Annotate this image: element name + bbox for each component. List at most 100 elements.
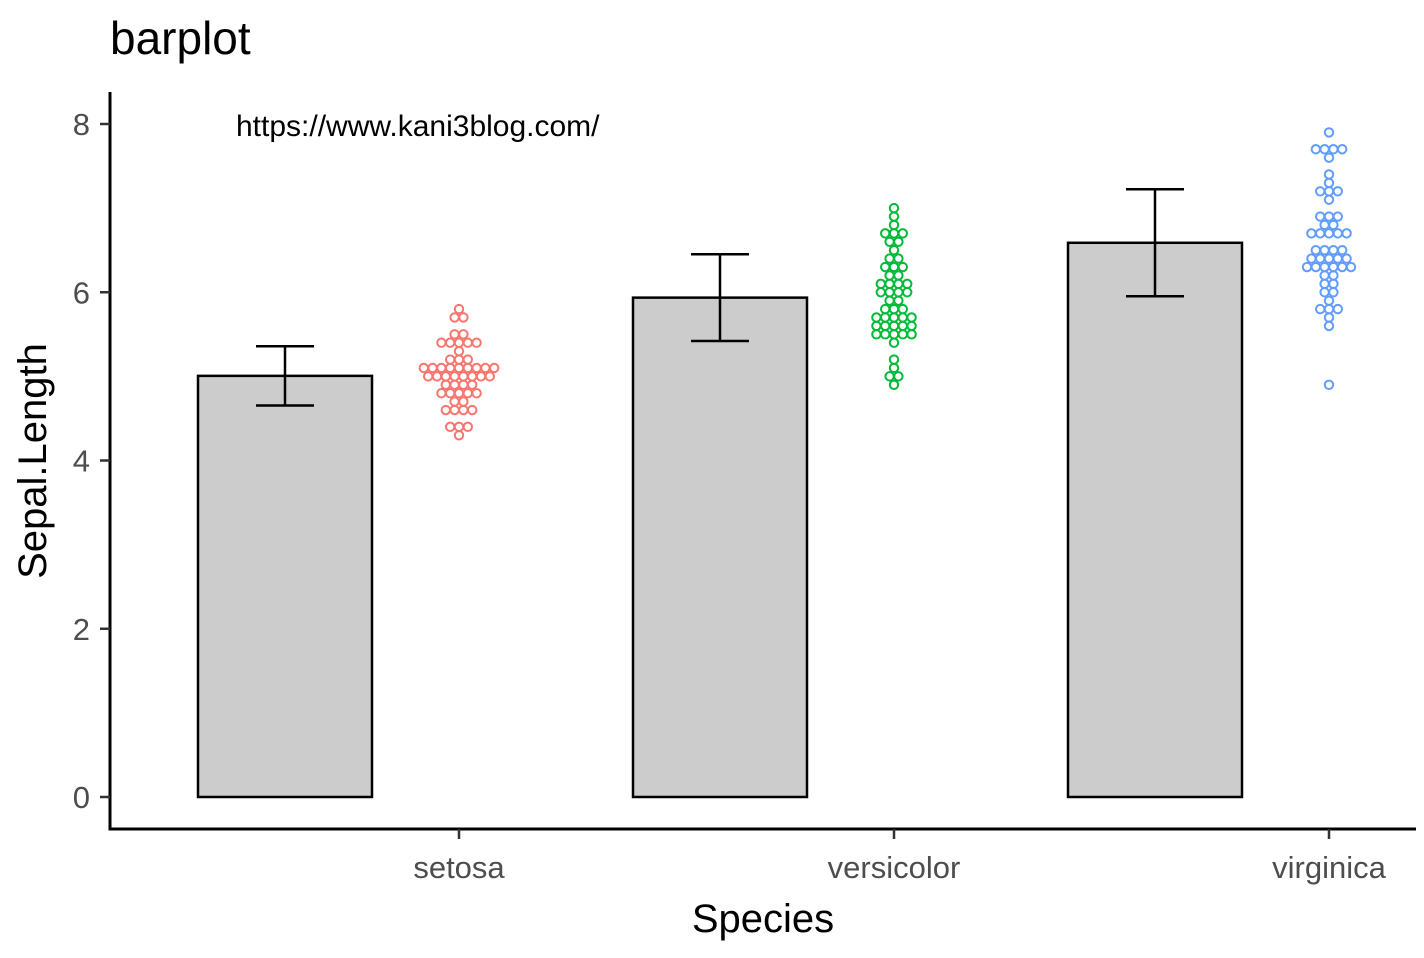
dot-versicolor	[906, 312, 917, 323]
dot-versicolor	[888, 354, 900, 365]
dot-versicolor	[902, 278, 913, 290]
dot-virginica	[1323, 169, 1335, 180]
dot-setosa	[449, 404, 460, 416]
bar-virginica	[1066, 241, 1244, 799]
dot-setosa	[436, 337, 447, 348]
dot-setosa	[458, 396, 469, 407]
dot-versicolor	[897, 320, 908, 332]
dot-virginica	[1337, 261, 1348, 273]
dot-setosa	[445, 354, 456, 365]
y-tick-label: 4	[73, 444, 90, 479]
dot-virginica	[1323, 152, 1335, 163]
dot-versicolor	[893, 295, 904, 306]
dot-versicolor	[897, 303, 908, 315]
dot-setosa	[449, 329, 460, 340]
dot-virginica	[1332, 253, 1344, 264]
dot-virginica	[1332, 228, 1344, 239]
dot-versicolor	[888, 244, 900, 256]
dot-setosa	[467, 404, 478, 416]
dot-setosa	[440, 404, 451, 416]
dot-setosa	[418, 362, 429, 374]
dot-setosa	[453, 354, 465, 365]
dot-versicolor	[888, 362, 900, 374]
dot-versicolor	[893, 278, 904, 290]
dot-versicolor	[897, 261, 908, 273]
x-tick-label: versicolor	[828, 850, 961, 885]
dot-versicolor	[893, 287, 904, 298]
dot-setosa	[458, 379, 469, 390]
dot-virginica	[1310, 144, 1322, 155]
dot-virginica	[1315, 211, 1326, 222]
dot-versicolor	[871, 312, 882, 323]
dot-virginica	[1319, 219, 1330, 231]
url-annotation: https://www.kani3blog.com/	[236, 110, 600, 143]
dot-setosa	[471, 388, 482, 399]
dot-virginica	[1332, 186, 1344, 197]
dot-versicolor	[884, 287, 895, 298]
x-axis: setosa versicolor virginica	[108, 827, 1416, 885]
dot-versicolor	[888, 228, 900, 239]
dot-setosa	[467, 371, 478, 382]
dot-virginica	[1337, 144, 1348, 155]
dot-virginica	[1323, 312, 1335, 323]
dot-versicolor	[893, 253, 904, 264]
dot-versicolor	[893, 236, 904, 247]
dot-versicolor	[884, 236, 895, 247]
y-tick-label: 0	[73, 780, 90, 815]
dot-virginica	[1328, 261, 1339, 273]
dot-versicolor	[888, 211, 900, 222]
dot-versicolor	[884, 270, 895, 281]
dot-setosa	[449, 379, 460, 390]
dot-virginica	[1323, 253, 1335, 264]
dot-versicolor	[880, 312, 891, 323]
dot-setosa	[449, 312, 460, 323]
dot-setosa	[449, 396, 460, 407]
dot-setosa	[471, 337, 482, 348]
dot-virginica	[1315, 303, 1326, 315]
dot-setosa	[423, 371, 434, 382]
dot-virginica	[1319, 244, 1330, 256]
dot-virginica	[1319, 278, 1330, 290]
dot-versicolor	[875, 287, 886, 298]
dot-virginica	[1310, 261, 1322, 273]
dot-virginica	[1323, 228, 1335, 239]
dot-setosa	[458, 371, 469, 382]
dot-versicolor	[888, 261, 900, 273]
dot-virginica	[1323, 194, 1335, 205]
x-tick-label: virginica	[1272, 850, 1386, 885]
dot-setosa	[436, 362, 447, 374]
dot-versicolor	[888, 320, 900, 332]
dot-versicolor	[888, 379, 900, 390]
dot-versicolor	[875, 278, 886, 290]
dot-versicolor	[906, 329, 917, 340]
dot-setosa	[431, 371, 443, 382]
dot-virginica	[1323, 177, 1335, 189]
dot-setosa	[458, 329, 469, 340]
y-axis: 0 2 4 6 8	[73, 92, 112, 829]
dot-setosa	[427, 362, 438, 374]
dot-setosa	[484, 371, 495, 382]
dot-versicolor	[871, 320, 882, 332]
error-bar-group	[256, 188, 1184, 407]
dot-versicolor	[893, 270, 904, 281]
dot-virginica	[1306, 228, 1317, 239]
dot-virginica	[1323, 320, 1335, 332]
x-axis-title: Species	[692, 897, 834, 941]
dot-versicolor	[893, 371, 904, 382]
dot-setosa	[445, 388, 456, 399]
dot-setosa	[440, 371, 451, 382]
y-tick-label: 6	[73, 275, 90, 310]
dot-virginica	[1332, 211, 1344, 222]
dot-versicolor	[880, 303, 891, 315]
dot-versicolor	[880, 261, 891, 273]
dot-versicolor	[897, 312, 908, 323]
x-tick-label: setosa	[413, 850, 505, 885]
dot-virginica	[1341, 228, 1352, 239]
dot-setosa	[467, 379, 478, 390]
bar-setosa	[196, 374, 374, 799]
dot-setosa	[489, 362, 500, 374]
dot-setosa	[453, 421, 465, 433]
dot-setosa	[475, 371, 487, 382]
dot-virginica	[1319, 261, 1330, 273]
dot-setosa	[440, 379, 451, 390]
